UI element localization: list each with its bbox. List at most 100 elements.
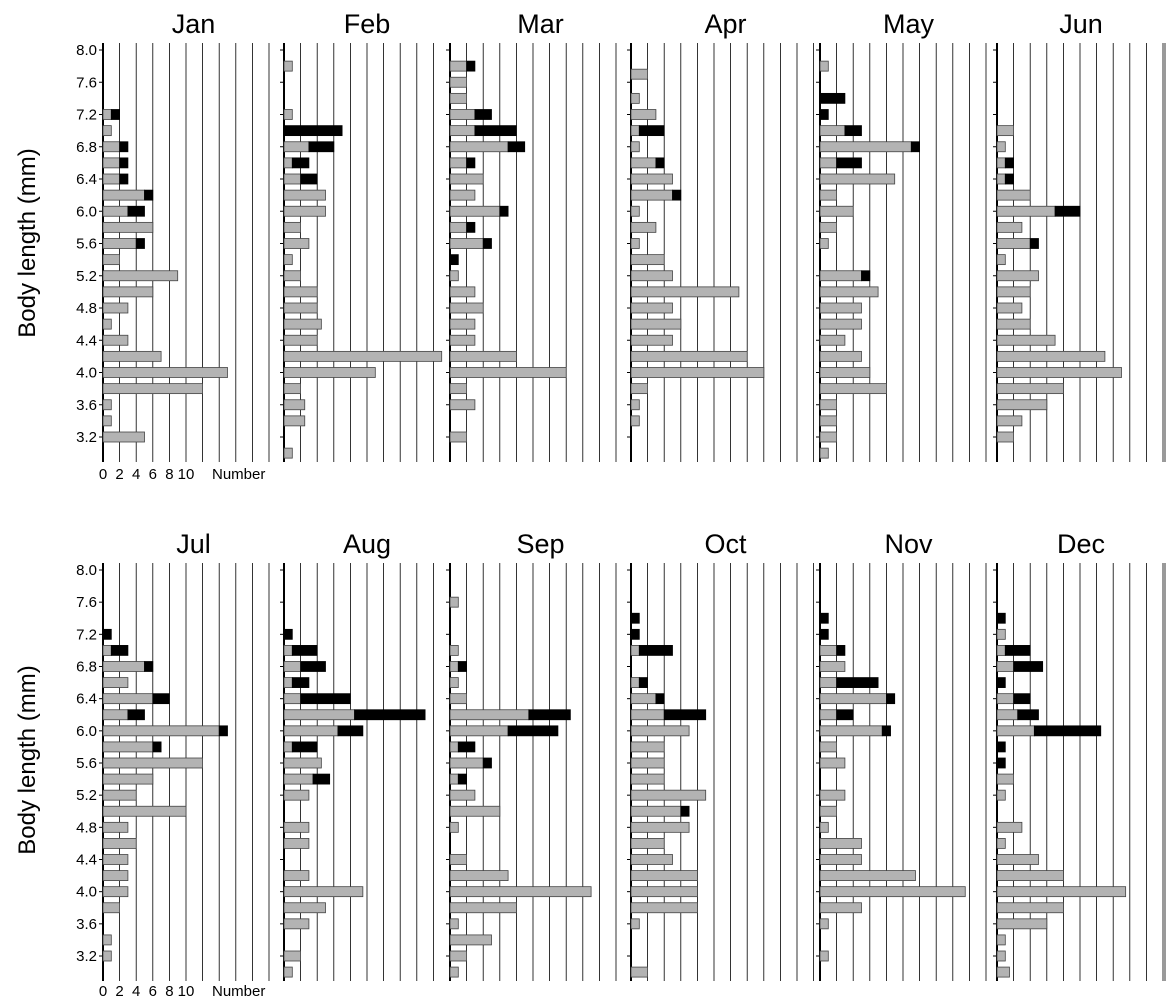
bar-gray [449,596,459,608]
bar-gray [102,886,129,898]
bar-gray [449,302,484,314]
bar-black [819,628,829,640]
bar-gray [102,367,228,378]
bar-gray [630,221,657,233]
bar-gray [996,431,1015,443]
bar-black [1013,661,1044,672]
bar-gray [449,431,468,443]
x-axis-label: Number [212,983,265,1000]
bar-gray [996,286,1031,298]
y-tick-label: 4.0 [76,365,97,382]
bar-gray [283,870,310,881]
bar-gray [996,709,1019,721]
x-tick-label: 10 [178,466,195,483]
bar-gray [819,221,838,233]
bar-gray [996,157,1006,169]
panel-title: Jan [172,9,216,39]
bar-black [110,645,129,656]
bar-gray [283,966,293,978]
bar-gray [996,254,1006,266]
bar-gray [819,286,879,298]
bar-gray [630,189,673,201]
bar-gray [996,125,1015,137]
bar-gray [630,367,765,378]
bar-black [457,741,476,753]
bar-gray [996,141,1006,153]
panel-title: Sep [516,529,564,559]
bar-black [996,677,1006,688]
bar-gray [819,270,862,282]
bar-gray [819,189,838,201]
bar-gray [630,902,698,914]
bar-gray [630,854,673,865]
bar-black [638,677,648,688]
bar-gray [819,805,838,817]
bar-gray [630,415,640,427]
bar-gray [449,189,476,201]
bar-gray [102,741,154,753]
x-tick-label: 6 [149,983,157,1000]
bar-gray [630,821,690,833]
bar-gray [102,854,129,865]
bar-gray [819,157,838,169]
bar-gray [449,854,468,865]
bar-gray [996,870,1064,881]
bar-gray [283,709,355,721]
bar-black [996,757,1006,769]
bar-gray [283,350,443,362]
bar-gray [630,645,640,656]
bar-gray [996,934,1006,946]
bar-gray [630,254,665,266]
bar-black [110,109,121,120]
bar-gray [283,918,310,930]
x-tick-label: 6 [149,466,157,483]
bar-gray [449,125,476,137]
bar-gray [996,838,1006,849]
bar-gray [996,966,1010,978]
bar-gray [283,286,318,298]
panel-title: Mar [517,9,564,39]
bar-gray [283,886,364,898]
bar-gray [102,399,112,411]
bar-black [144,661,154,672]
bar-gray [283,677,293,688]
y-tick-label: 3.2 [76,948,97,965]
bar-black [1033,725,1102,737]
bar-gray [102,125,112,137]
bar-gray [819,238,829,249]
bar-black [655,157,665,169]
bar-gray [283,383,302,395]
bar-gray [102,302,129,314]
bar-gray [996,238,1031,249]
bar-gray [283,399,306,411]
bar-gray [996,350,1106,362]
bar-gray [996,189,1031,201]
bar-black [507,725,559,737]
bar-gray [996,628,1006,640]
bar-gray [449,918,459,930]
bar-gray [102,677,129,688]
panel-title: Oct [704,529,747,559]
panel-title: Feb [344,9,391,39]
bar-gray [630,141,640,153]
bar-gray [996,205,1056,217]
bar-gray [283,757,322,769]
bar-gray [630,838,665,849]
bar-gray [996,173,1006,185]
bar-gray [102,645,112,656]
bar-gray [449,870,509,881]
x-tick-label: 2 [115,466,123,483]
bar-black [127,205,145,217]
bar-gray [630,302,673,314]
y-tick-label: 6.4 [76,691,97,708]
bar-gray [102,821,129,833]
bar-black [819,612,829,624]
bar-black [457,773,467,785]
bar-gray [449,773,459,785]
bar-gray [449,334,476,346]
bar-gray [449,76,468,88]
bar-gray [630,205,640,217]
bar-black [152,741,162,753]
bar-gray [819,757,846,769]
bar-gray [283,902,326,914]
